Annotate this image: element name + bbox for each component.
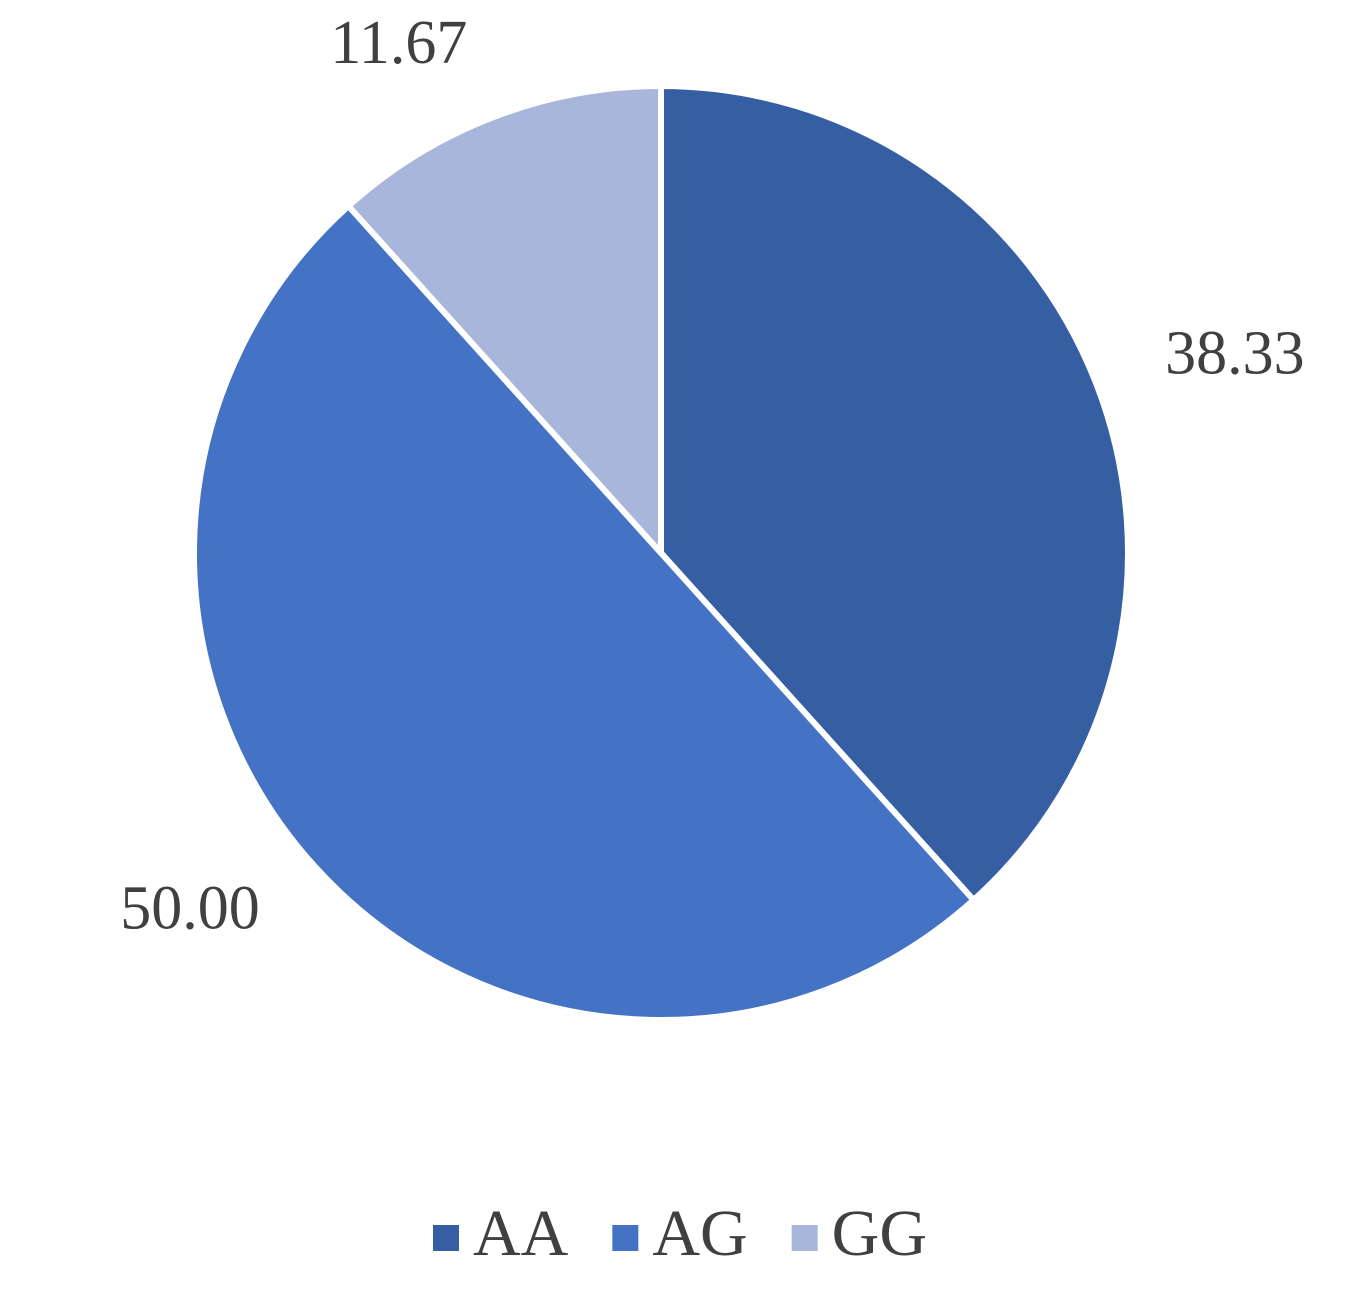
legend-label: GG — [832, 1197, 927, 1270]
pie-slice — [191, 203, 977, 1023]
data-label: 50.00 — [120, 875, 260, 943]
legend-swatch — [791, 1225, 818, 1251]
legend-label: AG — [652, 1197, 747, 1270]
data-label: 38.33 — [1165, 320, 1305, 388]
legend-swatch — [612, 1225, 639, 1251]
data-label: 11.67 — [330, 9, 467, 77]
legend-label: AA — [473, 1197, 569, 1270]
pie-slice — [658, 83, 1131, 903]
pie-slice — [345, 83, 664, 556]
legend-swatch — [433, 1225, 460, 1251]
